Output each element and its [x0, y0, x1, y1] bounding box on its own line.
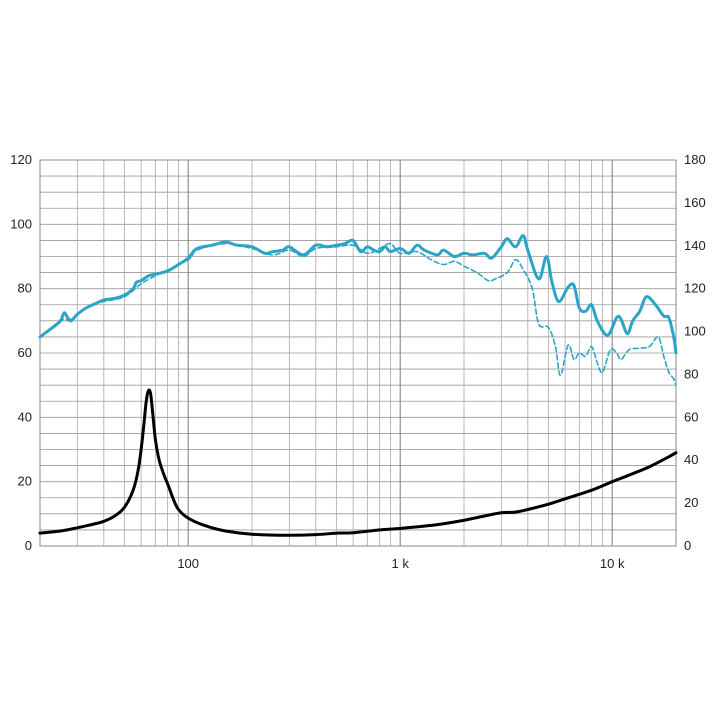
y-left-tick-label: 40 — [18, 409, 32, 424]
y-right-tick-label: 40 — [684, 452, 698, 467]
x-tick-label: 10 k — [600, 556, 625, 571]
series-line-impedance — [38, 388, 678, 537]
series-line-spl_on_axis — [38, 234, 678, 355]
y-right-tick-label: 0 — [684, 538, 691, 553]
y-right-tick-label: 80 — [684, 366, 698, 381]
y-right-tick-label: 140 — [684, 238, 706, 253]
y-right-tick-label: 60 — [684, 409, 698, 424]
series-line-spl_off_axis — [39, 242, 677, 386]
tick-labels: 0 20 40 60 80 100 120 0 20 40 60 80 100 120 140 160 180 1… — [10, 152, 705, 571]
y-right-tick-label: 120 — [684, 281, 706, 296]
y-right-tick-label: 160 — [684, 195, 706, 210]
y-right-tick-label: 20 — [684, 495, 698, 510]
series-layer — [38, 234, 678, 537]
y-right-tick-label: 100 — [684, 324, 706, 339]
y-left-tick-label: 60 — [18, 345, 32, 360]
x-tick-label: 1 k — [392, 556, 410, 571]
y-left-tick-label: 20 — [18, 474, 32, 489]
y-right-tick-label: 180 — [684, 152, 706, 167]
x-tick-label: 100 — [177, 556, 199, 571]
y-left-tick-label: 120 — [10, 152, 32, 167]
y-left-tick-label: 80 — [18, 281, 32, 296]
y-left-tick-label: 100 — [10, 216, 32, 231]
y-left-tick-label: 0 — [25, 538, 32, 553]
